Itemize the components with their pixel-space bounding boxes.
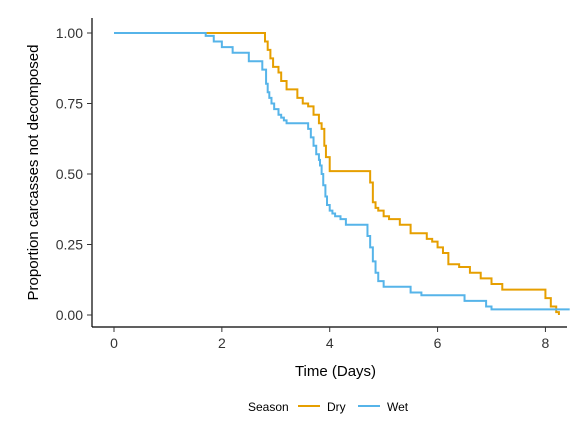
- legend-title: Season: [248, 400, 289, 414]
- y-tick-label: 1.00: [56, 25, 83, 41]
- y-tick-label: 0.25: [56, 237, 83, 253]
- x-tick-label: 0: [110, 335, 118, 351]
- x-tick-label: 4: [326, 335, 334, 351]
- series-line-dry: [114, 32, 560, 315]
- x-axis-title: Time (Days): [295, 363, 376, 380]
- series-line-wet: [114, 32, 570, 311]
- legend-label-dry: Dry: [327, 400, 346, 414]
- axes: 0 2 4 6 8 0.00 0.25 0.50 0.75 1.00: [56, 18, 567, 351]
- y-axis-title: Proportion carcasses not decomposed: [25, 45, 42, 301]
- series-layer: [114, 32, 570, 315]
- y-tick-label: 0.00: [56, 307, 83, 323]
- x-tick-label: 8: [542, 335, 550, 351]
- legend: Season Dry Wet: [248, 400, 409, 414]
- y-tick-label: 0.50: [56, 166, 83, 182]
- x-tick-label: 6: [434, 335, 442, 351]
- y-tick-label: 0.75: [56, 96, 83, 112]
- legend-label-wet: Wet: [387, 400, 409, 414]
- x-tick-label: 2: [218, 335, 226, 351]
